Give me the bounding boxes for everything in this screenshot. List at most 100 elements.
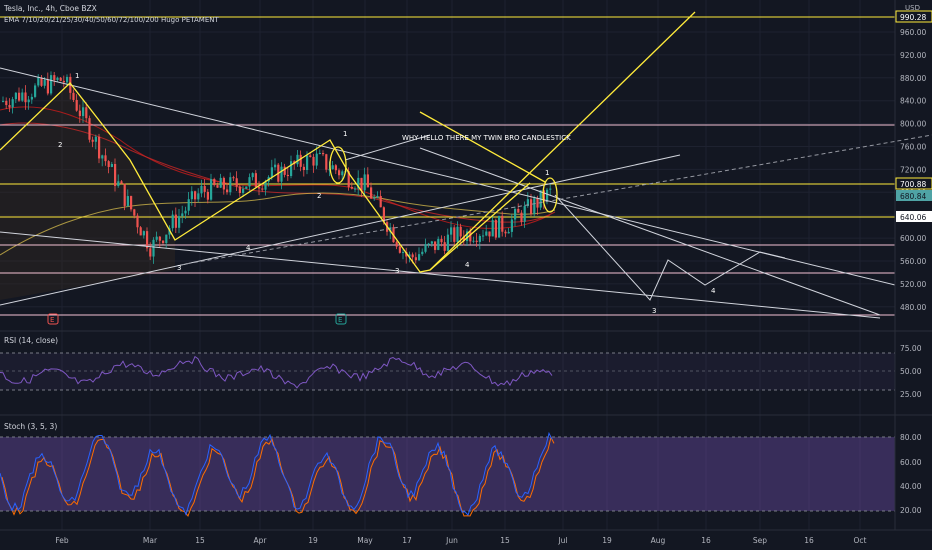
- price-tick-label: 800.00: [900, 120, 926, 129]
- earnings-marker[interactable]: E: [50, 316, 54, 324]
- candle: [523, 206, 526, 222]
- time-tick-label: Sep: [753, 536, 767, 545]
- candle: [104, 155, 107, 162]
- time-tick-label: 16: [701, 536, 711, 545]
- candle: [517, 208, 520, 213]
- price-badge: 640.06: [900, 213, 926, 222]
- wave-label: 2: [317, 192, 321, 200]
- candle: [5, 100, 8, 106]
- candle: [190, 191, 193, 200]
- candle: [398, 246, 401, 253]
- candle: [235, 178, 238, 187]
- candle: [526, 199, 529, 207]
- candle: [542, 190, 545, 202]
- candle: [402, 251, 405, 253]
- time-tick-label: Oct: [854, 536, 867, 545]
- candle: [456, 226, 459, 242]
- wave-label: 3: [177, 264, 181, 272]
- price-tick-label: 920.00: [900, 51, 926, 60]
- candle: [437, 238, 440, 250]
- candle: [302, 166, 305, 171]
- candle: [178, 216, 181, 228]
- candle: [389, 227, 392, 232]
- price-badge: 680.84: [900, 192, 926, 201]
- candle: [24, 92, 27, 103]
- candle: [261, 188, 264, 190]
- candle: [43, 79, 46, 86]
- candle: [446, 234, 449, 251]
- rsi-title: RSI (14, close): [4, 336, 58, 345]
- candle: [286, 174, 289, 177]
- candle: [187, 199, 190, 211]
- candle: [162, 240, 165, 243]
- rsi-level: 50.00: [900, 367, 922, 376]
- candle: [312, 156, 315, 166]
- candle: [318, 153, 321, 155]
- candle: [114, 164, 117, 186]
- candle: [75, 99, 78, 111]
- candle: [366, 174, 369, 188]
- candle: [466, 231, 469, 242]
- candle: [254, 173, 257, 188]
- price-tick-label: 760.00: [900, 143, 926, 152]
- time-tick-label: Aug: [651, 536, 666, 545]
- candle: [270, 167, 273, 178]
- candle: [408, 254, 411, 257]
- candle: [546, 189, 549, 202]
- candle: [450, 227, 453, 235]
- candle: [219, 177, 222, 188]
- price-tick-label: 560.00: [900, 257, 926, 266]
- candle: [30, 96, 33, 100]
- candle: [357, 177, 360, 189]
- candle: [197, 193, 200, 200]
- candle: [510, 219, 513, 232]
- time-tick-label: 19: [602, 536, 612, 545]
- candle: [56, 77, 59, 80]
- price-tick-label: 520.00: [900, 280, 926, 289]
- earnings-marker[interactable]: E: [338, 316, 342, 324]
- candle: [120, 181, 123, 184]
- candle: [110, 164, 113, 167]
- candle: [373, 197, 376, 199]
- currency-label: USD: [905, 4, 920, 12]
- candle: [501, 215, 504, 232]
- candle: [514, 208, 517, 220]
- candle: [27, 99, 30, 103]
- candle: [206, 191, 209, 200]
- candle: [184, 210, 187, 214]
- candle: [478, 236, 481, 242]
- candle: [530, 199, 533, 214]
- price-tick-label: 840.00: [900, 97, 926, 106]
- candle: [222, 177, 225, 190]
- candle: [82, 107, 85, 117]
- candle: [498, 215, 501, 238]
- candle: [290, 161, 293, 177]
- candle: [18, 92, 21, 101]
- candle: [280, 166, 283, 182]
- wave-label: 4: [465, 261, 470, 269]
- wave-label: 1: [75, 72, 79, 80]
- candle: [334, 165, 337, 171]
- candle: [322, 153, 325, 155]
- candle: [181, 213, 184, 217]
- candle: [306, 155, 309, 171]
- candle: [72, 92, 75, 100]
- candle: [274, 164, 277, 168]
- candle: [360, 177, 363, 191]
- price-badge: 700.88: [900, 180, 926, 189]
- candle: [40, 77, 43, 86]
- candle: [363, 174, 366, 191]
- candle: [405, 251, 408, 257]
- price-tick-label: 880.00: [900, 74, 926, 83]
- candle: [152, 239, 155, 257]
- candle: [2, 100, 5, 102]
- time-tick-label: 16: [804, 536, 814, 545]
- candle: [142, 231, 145, 236]
- candle: [158, 236, 161, 241]
- candle: [296, 154, 299, 165]
- candle: [421, 251, 424, 255]
- candle: [53, 75, 56, 80]
- candle: [213, 179, 216, 186]
- wave-label: 2: [58, 141, 62, 149]
